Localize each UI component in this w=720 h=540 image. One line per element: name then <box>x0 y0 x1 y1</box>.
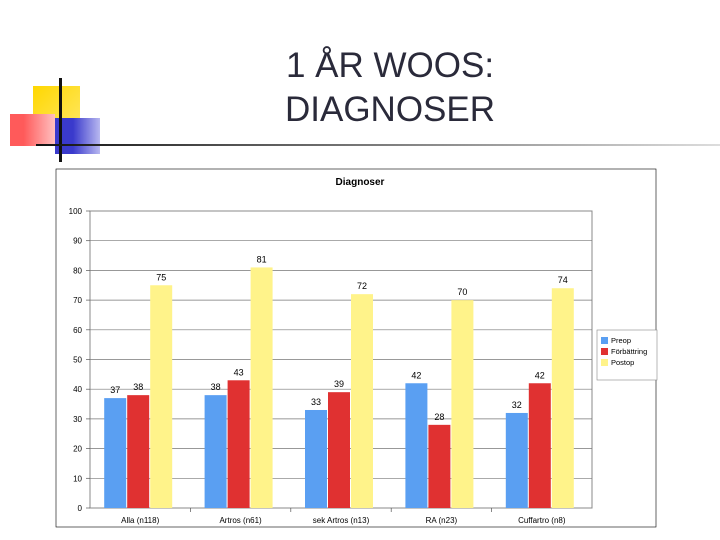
bar <box>104 398 127 508</box>
x-tick-label: Artros (n61) <box>219 516 262 525</box>
bar <box>351 294 373 508</box>
legend-label: Preop <box>611 336 631 345</box>
data-label: 74 <box>558 275 568 285</box>
decor-red-square <box>10 114 55 146</box>
y-tick-label: 0 <box>78 504 83 513</box>
bar <box>150 285 173 508</box>
y-tick-label: 90 <box>73 237 82 246</box>
data-label: 70 <box>457 287 467 297</box>
bar <box>127 395 150 508</box>
data-label: 43 <box>234 367 244 377</box>
legend-label: Förbättring <box>611 347 647 356</box>
decor-horizontal-line <box>36 144 720 146</box>
y-tick-label: 100 <box>69 207 83 216</box>
data-label: 81 <box>257 254 267 264</box>
bar <box>428 424 451 508</box>
y-tick-label: 30 <box>73 415 82 424</box>
y-tick-label: 80 <box>73 266 82 275</box>
legend-label: Postop <box>611 358 634 367</box>
bar <box>204 395 227 508</box>
data-label: 38 <box>133 382 143 392</box>
y-tick-label: 70 <box>73 296 82 305</box>
x-tick-label: RA (n23) <box>426 516 458 525</box>
data-label: 33 <box>311 397 321 407</box>
bar <box>551 288 574 508</box>
data-label: 42 <box>535 370 545 380</box>
bar <box>405 383 428 508</box>
decor-blue-square <box>55 118 100 154</box>
bar <box>328 392 350 508</box>
data-label: 39 <box>334 379 344 389</box>
decor-vertical-line <box>59 78 62 162</box>
bar <box>250 267 273 508</box>
chart-title: Diagnoser <box>336 177 385 188</box>
data-label: 37 <box>110 385 120 395</box>
y-tick-label: 20 <box>73 445 82 454</box>
data-label: 42 <box>411 370 421 380</box>
slide-title: 1 ÅR WOOS: DIAGNOSER <box>235 44 545 132</box>
data-label: 75 <box>156 272 166 282</box>
data-label: 32 <box>512 400 522 410</box>
y-tick-label: 10 <box>73 474 82 483</box>
data-label: 72 <box>357 281 367 291</box>
x-tick-label: Alla (n118) <box>121 516 159 525</box>
legend-swatch <box>601 348 608 355</box>
bar <box>505 412 528 508</box>
y-tick-label: 60 <box>73 326 82 335</box>
bar <box>305 409 327 508</box>
x-tick-label: Cuffartro (n8) <box>518 516 566 525</box>
slide-title-line-2: DIAGNOSER <box>284 90 496 129</box>
bar <box>451 300 474 508</box>
data-label: 38 <box>211 382 221 392</box>
y-tick-label: 50 <box>73 356 82 365</box>
bar <box>528 383 551 508</box>
data-label: 28 <box>434 412 444 422</box>
y-tick-label: 40 <box>73 385 82 394</box>
legend-swatch <box>601 359 608 366</box>
slide-title-line-1: 1 ÅR WOOS: <box>285 46 495 85</box>
legend-swatch <box>601 337 608 344</box>
bar <box>227 380 250 508</box>
x-tick-label: sek Artros (n13) <box>313 516 370 525</box>
